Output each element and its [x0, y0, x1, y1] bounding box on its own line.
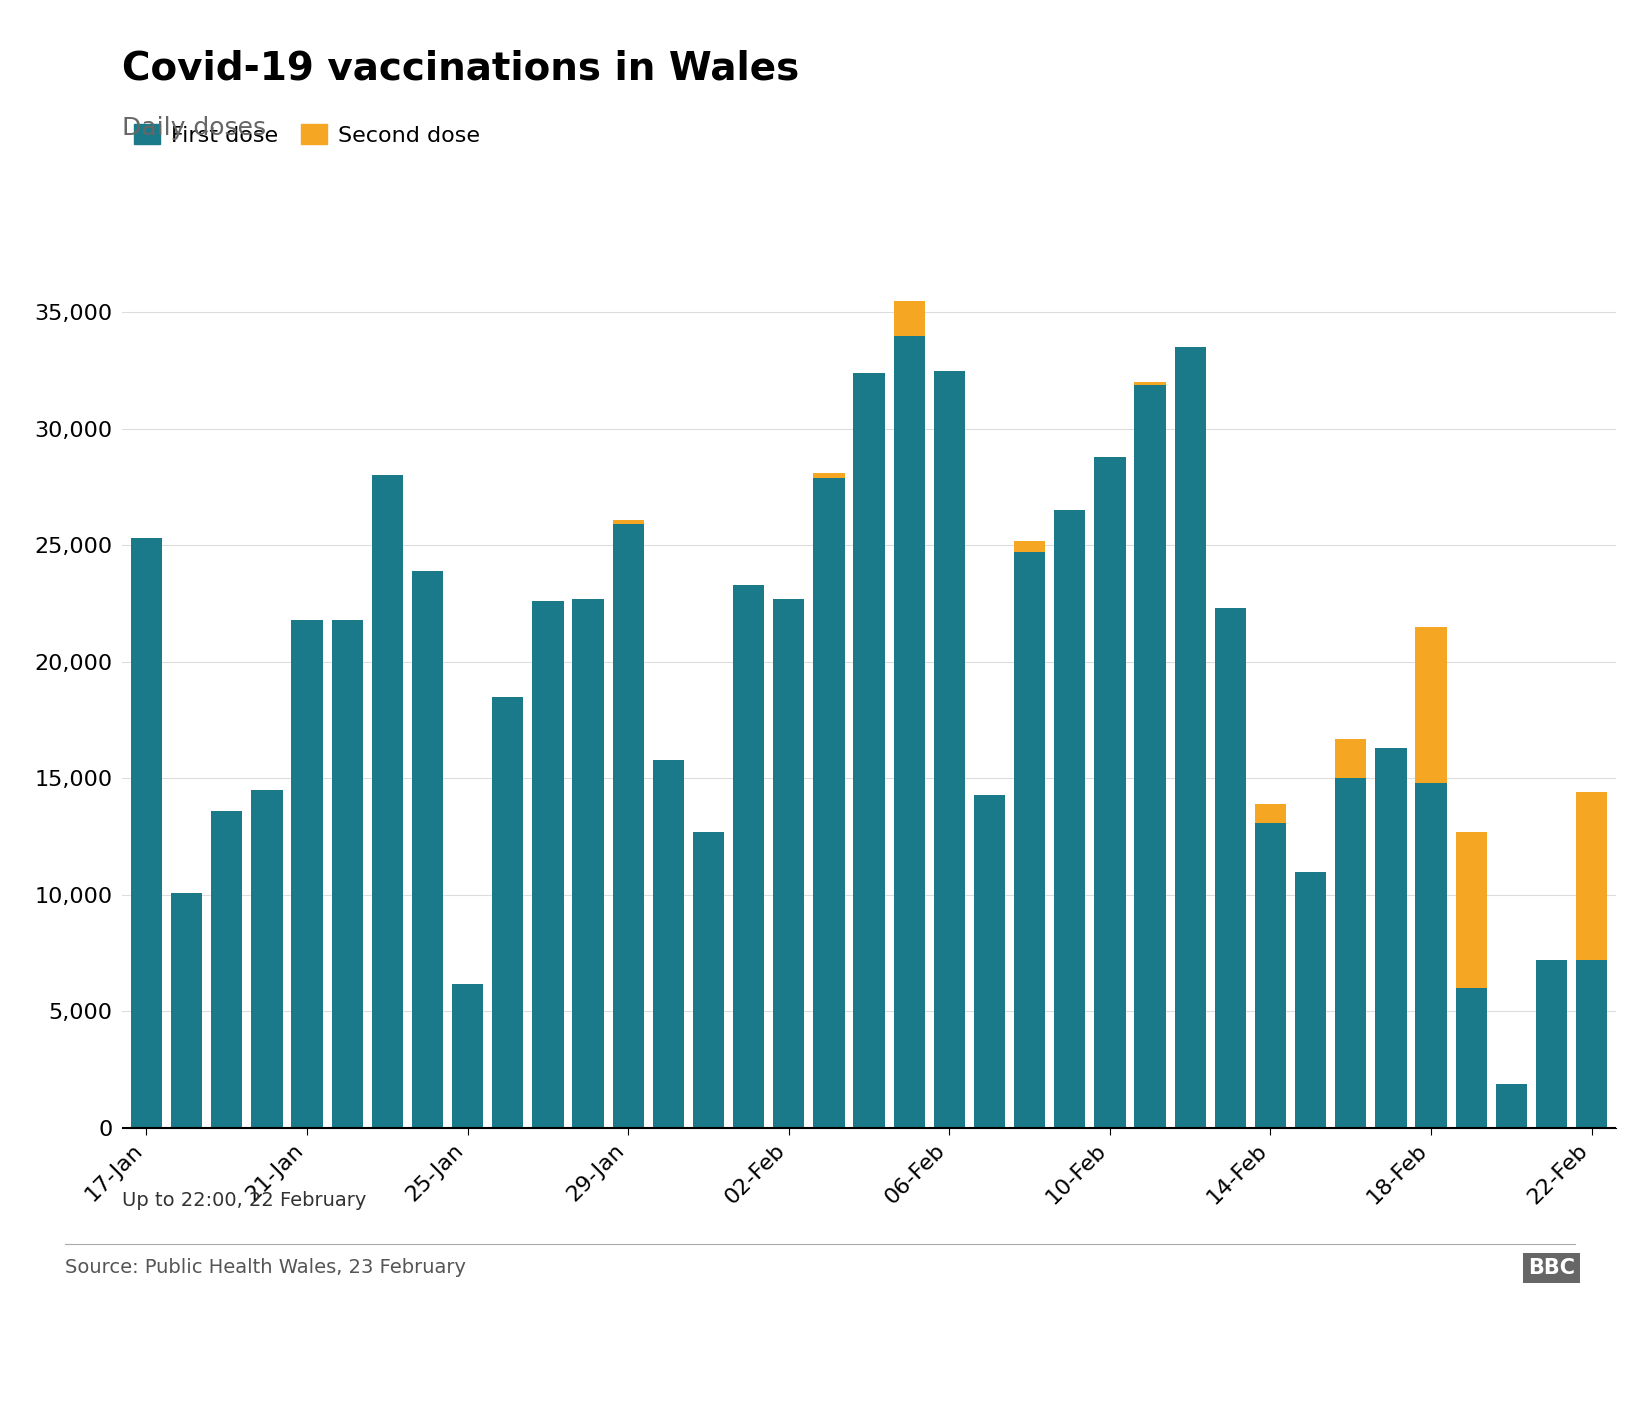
- Bar: [1536, 960, 1567, 1128]
- Bar: [1255, 804, 1286, 822]
- Bar: [171, 893, 202, 1128]
- Text: BBC: BBC: [1528, 1258, 1575, 1277]
- Bar: [694, 832, 725, 1128]
- Bar: [974, 795, 1005, 1128]
- Bar: [331, 620, 362, 1128]
- Bar: [1013, 553, 1044, 1128]
- Bar: [1415, 627, 1446, 783]
- Bar: [1054, 510, 1085, 1128]
- Bar: [372, 475, 403, 1128]
- Bar: [1456, 832, 1487, 988]
- Bar: [894, 336, 925, 1128]
- Bar: [1214, 608, 1245, 1128]
- Text: Daily doses: Daily doses: [122, 116, 266, 140]
- Bar: [612, 525, 645, 1128]
- Bar: [813, 478, 844, 1128]
- Bar: [774, 599, 805, 1128]
- Bar: [1294, 871, 1327, 1128]
- Bar: [1577, 792, 1608, 960]
- Bar: [251, 790, 282, 1128]
- Bar: [493, 697, 524, 1128]
- Bar: [612, 520, 645, 525]
- Bar: [813, 474, 844, 478]
- Bar: [411, 571, 444, 1128]
- Bar: [653, 760, 684, 1128]
- Bar: [1415, 783, 1446, 1128]
- Bar: [1255, 822, 1286, 1128]
- Bar: [1335, 739, 1366, 778]
- Bar: [131, 539, 162, 1128]
- Bar: [894, 300, 925, 336]
- Bar: [452, 984, 483, 1128]
- Bar: [1134, 382, 1165, 385]
- Text: Up to 22:00, 22 February: Up to 22:00, 22 February: [122, 1191, 367, 1210]
- Bar: [1456, 988, 1487, 1128]
- Bar: [292, 620, 323, 1128]
- Bar: [1376, 749, 1407, 1128]
- Text: Source: Public Health Wales, 23 February: Source: Public Health Wales, 23 February: [65, 1258, 467, 1276]
- Bar: [854, 374, 885, 1128]
- Bar: [211, 811, 243, 1128]
- Legend: First dose, Second dose: First dose, Second dose: [134, 124, 480, 145]
- Bar: [1134, 385, 1165, 1128]
- Bar: [1577, 960, 1608, 1128]
- Bar: [573, 599, 604, 1128]
- Bar: [532, 601, 563, 1128]
- Bar: [1093, 457, 1126, 1128]
- Bar: [1175, 347, 1206, 1128]
- Text: Covid-19 vaccinations in Wales: Covid-19 vaccinations in Wales: [122, 49, 800, 87]
- Bar: [733, 585, 764, 1128]
- Bar: [1495, 1084, 1528, 1128]
- Bar: [934, 371, 965, 1128]
- Bar: [1013, 541, 1044, 553]
- Bar: [1335, 778, 1366, 1128]
